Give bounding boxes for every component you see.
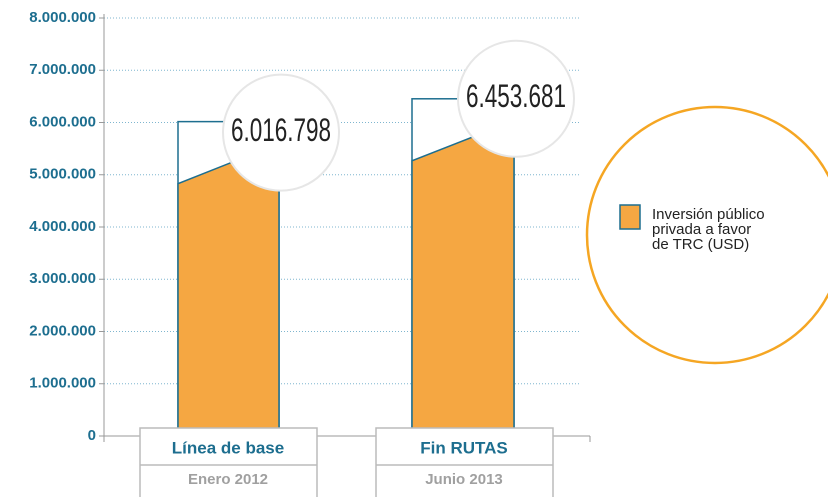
legend-frame [585, 105, 828, 365]
y-tick-label: 7.000.000 [29, 61, 96, 78]
y-tick-label: 2.000.000 [29, 322, 96, 339]
y-tick-label: 6.000.000 [29, 113, 96, 130]
value-bubble [222, 73, 340, 192]
y-tick-label: 3.000.000 [29, 270, 96, 287]
category-box [139, 427, 318, 497]
y-tick-label: 0 [88, 427, 96, 444]
y-tick-label: 4.000.000 [29, 218, 96, 235]
x-sub-label: Enero 2012 [188, 471, 268, 488]
bar-fill [411, 119, 515, 437]
x-tick-label: Fin RUTAS [420, 438, 508, 457]
value-bubble [457, 39, 575, 158]
y-tick-label: 1.000.000 [29, 375, 96, 392]
legend-label: Inversión público privada a favor de TRC (… [652, 206, 765, 253]
value-label: 6.016.798 [231, 112, 331, 148]
x-sub-label: Junio 2013 [425, 471, 503, 488]
y-tick-label: 8.000.000 [29, 9, 96, 26]
value-label: 6.453.681 [466, 78, 566, 114]
y-tick-label: 5.000.000 [29, 166, 96, 183]
legend-swatch [619, 204, 641, 230]
category-box [375, 427, 554, 497]
x-tick-label: Línea de base [172, 438, 284, 457]
